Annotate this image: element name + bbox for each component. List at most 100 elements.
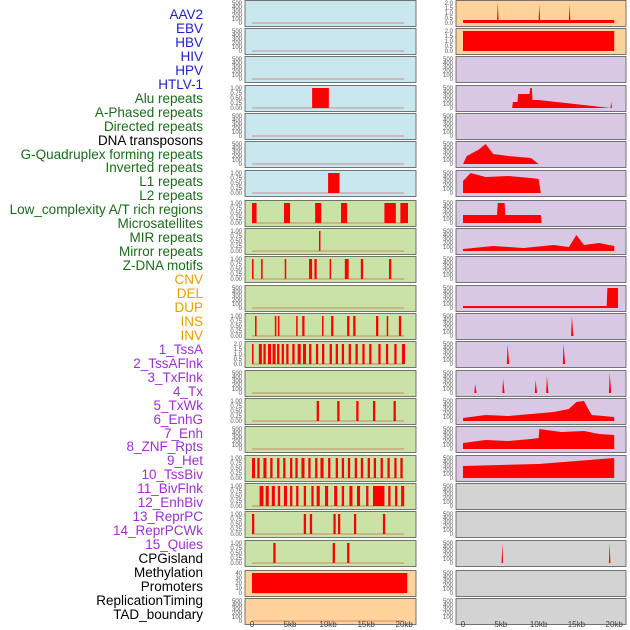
y-tick-label: 200 <box>443 553 454 559</box>
y-tick-label: 0 <box>450 162 454 168</box>
data-bar <box>309 344 312 364</box>
data-bar <box>382 514 386 534</box>
data-bar <box>372 401 376 421</box>
y-tick-label: 400 <box>443 175 454 181</box>
y-tick-label: 0 <box>450 504 454 510</box>
coverage-area <box>463 401 615 421</box>
data-bar <box>355 344 358 364</box>
data-bar <box>347 458 351 478</box>
data-bar <box>255 316 257 336</box>
coverage-area <box>463 31 615 51</box>
y-tick-label: 500 <box>443 599 454 605</box>
y-tick-label: 300 <box>443 579 454 585</box>
y-tick-label: 200 <box>232 298 243 304</box>
y-tick-label: 0 <box>239 591 243 597</box>
data-bar <box>286 344 289 364</box>
y-tick-label: 500 <box>443 229 454 235</box>
track-panel <box>244 85 417 112</box>
track-panel <box>455 256 627 283</box>
y-tick-label: 100 <box>443 302 454 308</box>
y-tick-label: 300 <box>443 520 454 526</box>
data-bar <box>259 486 264 506</box>
data-bar <box>388 259 392 279</box>
y-tick-label: 100 <box>443 273 454 279</box>
data-bar <box>357 486 361 506</box>
track-panel <box>244 598 417 625</box>
y-tick-label: 100 <box>232 45 243 51</box>
track-label: Inverted repeats <box>105 160 203 176</box>
data-bar <box>387 458 390 478</box>
y-tick-label: 200 <box>443 496 454 502</box>
y-tick-label: 0.00 <box>230 532 242 538</box>
y-tick-label: 300 <box>232 379 243 385</box>
y-tick-label: 500 <box>443 571 454 577</box>
data-bar <box>386 316 389 336</box>
y-tick-label: 500 <box>443 257 454 263</box>
y-tick-label: 0.75 <box>230 319 242 325</box>
y-tick-label: 200 <box>443 298 454 304</box>
x-tick-label: 15kb <box>357 620 375 629</box>
y-tick-label: 0.50 <box>230 324 242 330</box>
y-tick-label: 400 <box>443 90 454 96</box>
y-tick-label: 200 <box>443 213 454 219</box>
y-tick-label: 300 <box>443 122 454 128</box>
y-tick-label: 500 <box>232 57 243 63</box>
data-bar <box>385 344 389 364</box>
y-tick-label: 500 <box>443 142 454 148</box>
track-panel <box>455 511 627 538</box>
y-tick-label: 200 <box>232 13 243 19</box>
y-tick-label: 0 <box>239 49 243 55</box>
data-bar <box>303 514 307 534</box>
track-label: A-Phased repeats <box>94 104 203 120</box>
y-tick-label: 0.75 <box>230 91 242 97</box>
y-tick-label: 200 <box>443 269 454 275</box>
y-tick-label: 100 <box>443 358 454 364</box>
y-tick-label: 0 <box>239 447 243 453</box>
y-tick-label: 200 <box>443 241 454 247</box>
data-bar <box>341 458 345 478</box>
data-bar <box>296 316 298 336</box>
track-label: 14_ReprPCWk <box>112 523 203 539</box>
data-bar <box>331 316 334 336</box>
track-label: 5_TxWk <box>153 397 203 413</box>
data-bar <box>348 344 351 364</box>
data-bar <box>267 344 272 364</box>
data-bar <box>283 486 288 506</box>
track-label: 9_Het <box>166 453 203 469</box>
data-bar <box>270 458 273 478</box>
y-tick-label: 1.5 <box>234 347 243 353</box>
y-tick-label: 0 <box>450 447 454 453</box>
data-bar <box>277 344 280 364</box>
x-tick-label: 0 <box>461 620 466 629</box>
y-tick-label: 0.25 <box>230 499 242 505</box>
data-bar <box>315 458 318 478</box>
y-tick-label: 100 <box>443 528 454 534</box>
y-tick-label: 100 <box>232 302 243 308</box>
y-tick-label: 0 <box>450 561 454 567</box>
track-label: DEL <box>176 286 203 301</box>
y-tick-label: 100 <box>232 615 243 621</box>
y-tick-label: 0 <box>450 391 454 397</box>
track-panel <box>244 141 417 168</box>
track-panel <box>455 570 627 597</box>
y-tick-label: 300 <box>443 379 454 385</box>
y-tick-label: 0.00 <box>230 106 242 112</box>
data-bar <box>265 486 269 506</box>
y-tick-label: 100 <box>443 443 454 449</box>
y-tick-label: 0.5 <box>234 357 243 363</box>
data-bar <box>308 458 311 478</box>
data-bar <box>315 203 322 223</box>
y-tick-label: 1.00 <box>230 201 242 207</box>
data-bar <box>277 316 280 336</box>
data-bar <box>401 486 405 506</box>
y-tick-label: 0 <box>450 191 454 197</box>
track-panel <box>244 0 417 27</box>
data-bar <box>292 344 295 364</box>
y-tick-label: 100 <box>443 387 454 393</box>
data-bar <box>252 203 257 223</box>
data-bar <box>341 486 345 506</box>
y-tick-label: 0.5 <box>445 16 454 22</box>
data-bar <box>360 458 364 478</box>
y-tick-label: 100 <box>232 158 243 164</box>
data-bar <box>284 259 287 279</box>
